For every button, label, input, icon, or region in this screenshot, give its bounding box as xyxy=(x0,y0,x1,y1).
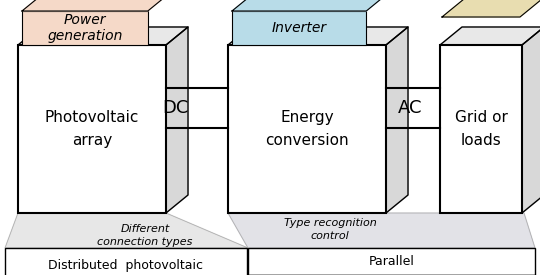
Polygon shape xyxy=(228,27,408,45)
Polygon shape xyxy=(442,0,540,17)
Polygon shape xyxy=(22,0,170,11)
Polygon shape xyxy=(232,0,388,11)
Bar xyxy=(18,45,166,213)
Polygon shape xyxy=(18,27,188,45)
Bar xyxy=(232,11,366,45)
Polygon shape xyxy=(5,213,248,248)
Bar xyxy=(228,45,386,213)
Text: Distributed  photovoltaic
engineering: Distributed photovoltaic engineering xyxy=(49,260,204,275)
Text: Power
generation: Power generation xyxy=(47,13,123,43)
Polygon shape xyxy=(522,27,540,213)
Bar xyxy=(22,11,148,45)
Text: AC: AC xyxy=(398,99,422,117)
Bar xyxy=(248,248,535,275)
Text: Different
connection types: Different connection types xyxy=(97,224,193,247)
Text: Energy
conversion: Energy conversion xyxy=(265,110,349,148)
Polygon shape xyxy=(166,27,188,213)
Text: Inverter: Inverter xyxy=(272,21,327,35)
Polygon shape xyxy=(440,27,540,45)
Text: Photovoltaic
array: Photovoltaic array xyxy=(45,110,139,148)
Polygon shape xyxy=(228,213,535,248)
Text: DC: DC xyxy=(162,99,188,117)
Text: Parallel: Parallel xyxy=(369,255,414,268)
Bar xyxy=(440,45,522,213)
Bar xyxy=(5,248,247,275)
Polygon shape xyxy=(386,27,408,213)
Text: Grid or
loads: Grid or loads xyxy=(455,110,508,148)
Text: Type recognition
control: Type recognition control xyxy=(284,218,376,241)
